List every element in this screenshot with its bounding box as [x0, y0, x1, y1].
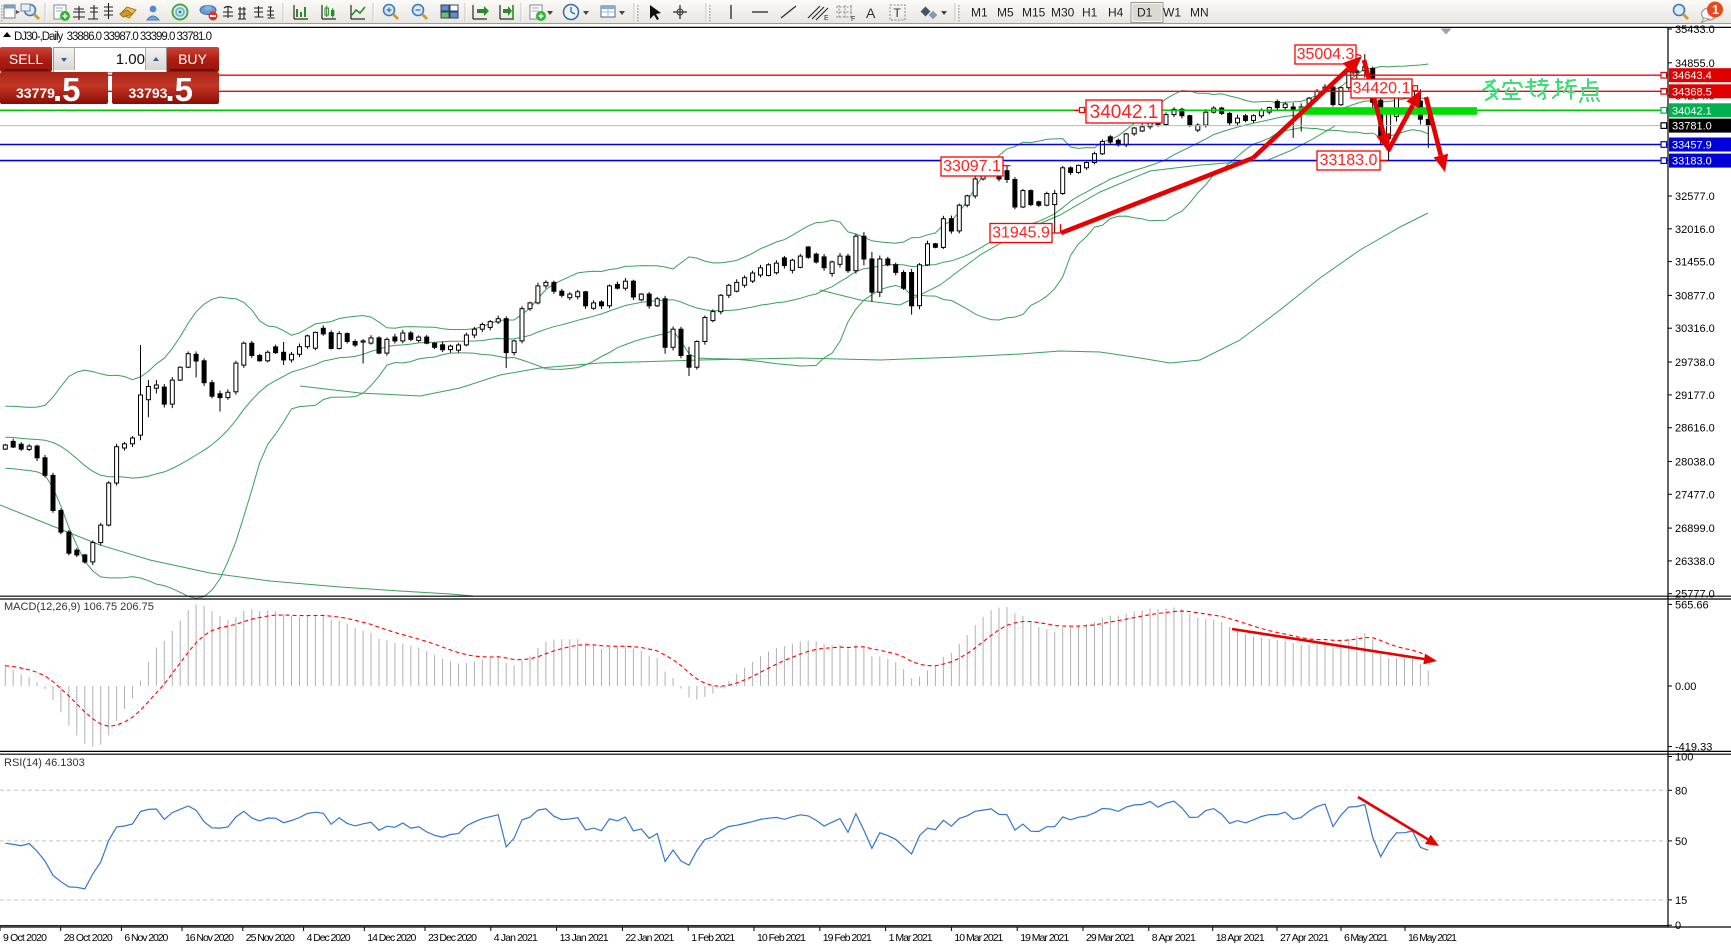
- svg-text:29177.0: 29177.0: [1675, 390, 1715, 402]
- svg-text:MACD(12,26,9) 106.75 206.75: MACD(12,26,9) 106.75 206.75: [4, 601, 154, 613]
- svg-text:32577.0: 32577.0: [1675, 191, 1715, 203]
- svg-text:30316.0: 30316.0: [1675, 323, 1715, 335]
- svg-text:31455.0: 31455.0: [1675, 257, 1715, 269]
- svg-text:33457.9: 33457.9: [1672, 140, 1712, 152]
- svg-text:H1: H1: [1082, 6, 1098, 20]
- svg-text:F: F: [851, 16, 855, 23]
- svg-text:25777.0: 25777.0: [1675, 589, 1715, 601]
- svg-text:A: A: [866, 5, 876, 21]
- svg-text:80: 80: [1675, 785, 1687, 797]
- svg-text:29 Mar 2021: 29 Mar 2021: [1086, 932, 1135, 944]
- svg-text:T: T: [894, 6, 902, 20]
- svg-text:28 Oct 2020: 28 Oct 2020: [64, 932, 113, 944]
- svg-text:16 May 2021: 16 May 2021: [1408, 932, 1457, 944]
- svg-text:RSI(14) 46.1303: RSI(14) 46.1303: [4, 757, 85, 769]
- svg-text:30877.0: 30877.0: [1675, 290, 1715, 302]
- svg-text:23 Dec 2020: 23 Dec 2020: [428, 932, 477, 944]
- svg-text:10 Mar 2021: 10 Mar 2021: [954, 932, 1003, 944]
- svg-text:34042.1: 34042.1: [1672, 105, 1712, 117]
- svg-text:9 Oct 2020: 9 Oct 2020: [3, 932, 47, 944]
- svg-text:28616.0: 28616.0: [1675, 423, 1715, 435]
- svg-text:27477.0: 27477.0: [1675, 489, 1715, 501]
- svg-text:8 Apr 2021: 8 Apr 2021: [1152, 932, 1196, 944]
- svg-text:33183.0: 33183.0: [1672, 156, 1712, 168]
- svg-text:32016.0: 32016.0: [1675, 224, 1715, 236]
- svg-text:22 Jan 2021: 22 Jan 2021: [625, 932, 674, 944]
- svg-text:33781.0: 33781.0: [1672, 121, 1712, 133]
- svg-text:6 Nov 2020: 6 Nov 2020: [124, 932, 168, 944]
- svg-text:6 May 2021: 6 May 2021: [1344, 932, 1388, 944]
- svg-text:27 Apr 2021: 27 Apr 2021: [1280, 932, 1329, 944]
- svg-text:H4: H4: [1108, 6, 1124, 20]
- svg-text:D1: D1: [1137, 6, 1153, 20]
- svg-text:100: 100: [1675, 752, 1693, 764]
- svg-text:565.66: 565.66: [1675, 599, 1709, 611]
- svg-text:29738.0: 29738.0: [1675, 357, 1715, 369]
- svg-text:19 Feb 2021: 19 Feb 2021: [823, 932, 872, 944]
- svg-text:34855.0: 34855.0: [1675, 58, 1715, 70]
- svg-text:19 Mar 2021: 19 Mar 2021: [1020, 932, 1069, 944]
- svg-text:MN: MN: [1190, 6, 1209, 20]
- svg-text:1 Mar 2021: 1 Mar 2021: [889, 932, 933, 944]
- svg-text:4 Dec 2020: 4 Dec 2020: [307, 932, 351, 944]
- svg-text:15: 15: [1675, 895, 1687, 907]
- svg-text:M15: M15: [1022, 6, 1046, 20]
- svg-text:M5: M5: [997, 6, 1014, 20]
- svg-text:26338.0: 26338.0: [1675, 556, 1715, 568]
- svg-text:33097.1: 33097.1: [943, 158, 1001, 175]
- svg-text:1: 1: [1712, 3, 1719, 17]
- svg-text:35433.0: 35433.0: [1675, 24, 1715, 36]
- svg-text:33183.0: 33183.0: [1320, 152, 1378, 169]
- svg-text:0.00: 0.00: [1675, 681, 1696, 693]
- svg-text:31945.9: 31945.9: [992, 225, 1050, 242]
- svg-text:0: 0: [1675, 920, 1681, 932]
- svg-text:M1: M1: [971, 6, 988, 20]
- svg-text:34420.1: 34420.1: [1353, 80, 1411, 97]
- svg-text:16 Nov 2020: 16 Nov 2020: [185, 932, 234, 944]
- svg-text:28038.0: 28038.0: [1675, 457, 1715, 469]
- svg-text:25 Nov 2020: 25 Nov 2020: [246, 932, 295, 944]
- svg-text:18 Apr 2021: 18 Apr 2021: [1216, 932, 1265, 944]
- svg-text:34368.5: 34368.5: [1672, 86, 1712, 98]
- svg-text:M30: M30: [1051, 6, 1075, 20]
- svg-text:50: 50: [1675, 836, 1687, 848]
- svg-text:1 Feb 2021: 1 Feb 2021: [691, 932, 735, 944]
- svg-text:E: E: [824, 15, 829, 22]
- svg-text:4 Jan 2021: 4 Jan 2021: [494, 932, 538, 944]
- svg-text:34042.1: 34042.1: [1090, 102, 1159, 123]
- svg-text:14 Dec 2020: 14 Dec 2020: [367, 932, 416, 944]
- svg-text:DJ30-,Daily 33886.0 33987.0 3: DJ30-,Daily 33886.0 33987.0 33399.0 3378…: [14, 31, 212, 43]
- svg-text:26899.0: 26899.0: [1675, 523, 1715, 535]
- svg-text:35004.3: 35004.3: [1297, 46, 1355, 63]
- svg-text:13 Jan 2021: 13 Jan 2021: [560, 932, 609, 944]
- svg-text:-419.33: -419.33: [1675, 742, 1712, 754]
- svg-text:10 Feb 2021: 10 Feb 2021: [757, 932, 806, 944]
- svg-text:34643.4: 34643.4: [1672, 70, 1712, 82]
- svg-text:W1: W1: [1163, 6, 1181, 20]
